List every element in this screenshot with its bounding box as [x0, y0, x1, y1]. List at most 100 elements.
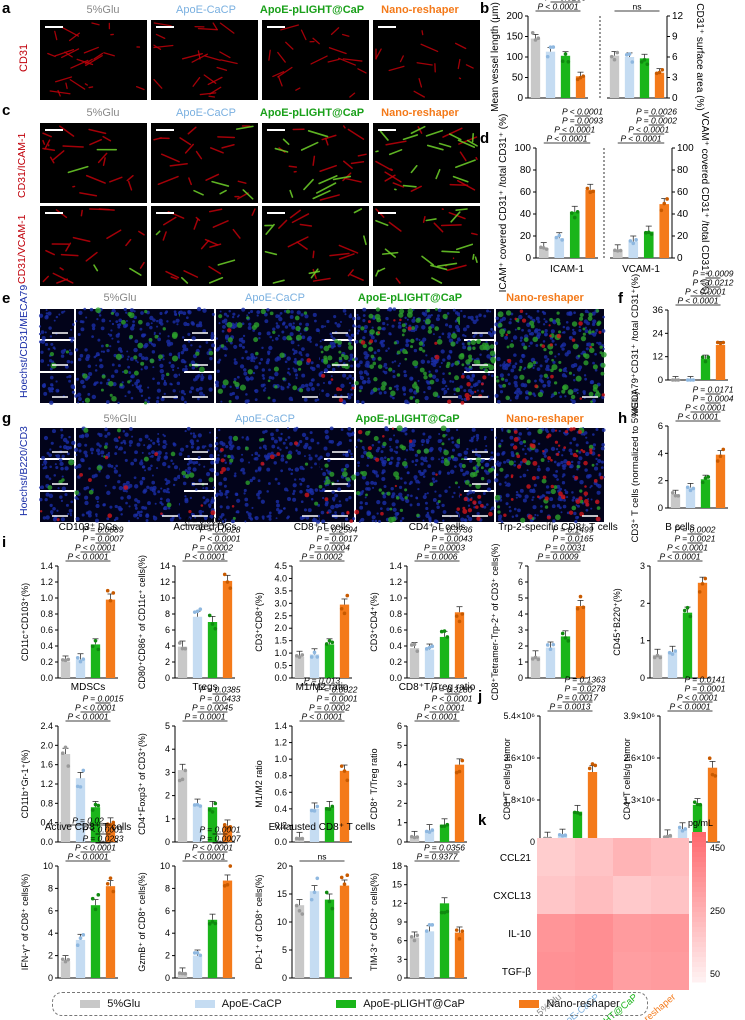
color-scale-step [692, 852, 706, 858]
cell-dot [336, 387, 341, 392]
vessel-stroke [442, 127, 463, 138]
cell-dot [247, 311, 251, 314]
cell-dot [356, 316, 361, 321]
cell-dot [392, 307, 397, 311]
y-tick-label: 15 [277, 889, 287, 899]
vessel-stroke [425, 218, 437, 222]
cell-dot [226, 314, 230, 318]
data-point [75, 655, 80, 660]
cell-dot [306, 358, 312, 363]
cell-dot [100, 350, 103, 353]
vessel-stroke [303, 178, 314, 191]
vessel-stroke [422, 215, 426, 223]
cell-dot [314, 319, 317, 323]
cell-dot [289, 332, 294, 337]
p-value: P = 0.0165 [552, 534, 593, 544]
cell-dot [160, 376, 165, 381]
data-point [563, 52, 568, 56]
data-point [627, 52, 632, 56]
cell-dot [133, 310, 136, 313]
cell-dot [170, 383, 173, 386]
vessel-stroke [103, 52, 115, 57]
vessel-stroke [274, 147, 289, 153]
cell-dot [355, 325, 358, 328]
cell-dot [127, 365, 131, 369]
cell-dot [247, 369, 253, 375]
cell-dot [321, 389, 324, 393]
vessel-stroke [278, 219, 288, 229]
cell-dot [294, 315, 300, 321]
vessel-stroke [300, 29, 307, 41]
vessel-stroke [332, 175, 352, 181]
cell-dot [137, 385, 142, 390]
vessel-stroke [299, 223, 313, 227]
vessel-stroke [153, 78, 163, 89]
data-point [213, 626, 218, 631]
y-tick-label: 0 [640, 673, 645, 683]
cell-dot [348, 335, 351, 338]
cell-dot [294, 357, 297, 361]
vessel-stroke [127, 180, 133, 191]
y-tick-label: 10 [277, 917, 287, 927]
y-tick-label: 40 [520, 209, 532, 220]
cell-dot [321, 373, 326, 378]
vessel-stroke [471, 132, 475, 143]
data-point [563, 833, 568, 837]
cell-dot [377, 356, 382, 361]
cell-dot [202, 329, 207, 333]
cell-dot [141, 356, 145, 361]
vessel-stroke [272, 71, 285, 78]
y-axis-label: CD3⁺CD4⁺(%) [369, 592, 379, 652]
color-scale-unit: pg/mL [688, 818, 713, 828]
cell-dot [78, 310, 83, 316]
cell-dot [162, 358, 165, 361]
cell-dot [246, 316, 250, 320]
cell-dot [271, 339, 274, 342]
vessel-stroke [163, 216, 177, 226]
cell-dot [187, 310, 191, 314]
y-tick-label: 0 [397, 973, 402, 983]
vessel-stroke [220, 59, 238, 65]
p-value: P = 0.0001 [199, 825, 240, 835]
y-tick-label: 100 [506, 52, 523, 63]
cell-dot [334, 321, 338, 325]
vessel-stroke [350, 274, 364, 281]
vessel-stroke [52, 150, 65, 161]
data-point [105, 588, 110, 593]
y-tick-label: 6 [397, 721, 402, 731]
cell-dot [312, 312, 317, 318]
p-value: P = 0.0045 [192, 703, 233, 713]
cell-dot [179, 310, 183, 315]
cell-dot [442, 358, 446, 362]
vessel-stroke [307, 129, 329, 138]
p-value: P = 0.0004 [692, 394, 733, 404]
data-point [330, 906, 335, 911]
cell-dot [336, 323, 341, 328]
vessel-stroke [135, 86, 145, 91]
bar [192, 616, 203, 678]
cell-dot [80, 327, 85, 332]
cell-dot [68, 379, 72, 383]
data-point [312, 650, 317, 655]
cell-dot [219, 310, 222, 313]
cell-dot [261, 368, 266, 372]
vessel-stroke [312, 37, 320, 45]
cell-dot [165, 372, 170, 377]
y-axis-label: CD31⁺ surface area (%) [694, 3, 705, 111]
cell-dot [130, 326, 135, 331]
data-point [75, 943, 80, 947]
cell-dot [58, 313, 61, 316]
y-axis-label: CD8⁺T cells/g tumor [502, 738, 512, 820]
group-header: Nano-reshaper [381, 4, 459, 16]
cell-dot [356, 399, 360, 404]
cell-dot [339, 388, 343, 392]
cell-dot [304, 383, 309, 388]
vessel-stroke [200, 239, 210, 250]
cell-dot [64, 364, 69, 369]
vessel-stroke [433, 222, 444, 233]
y-axis-label: CD45⁺B220⁺(%) [612, 588, 622, 656]
legend-item: Nano-reshaper [519, 998, 620, 1010]
bar [409, 937, 420, 978]
